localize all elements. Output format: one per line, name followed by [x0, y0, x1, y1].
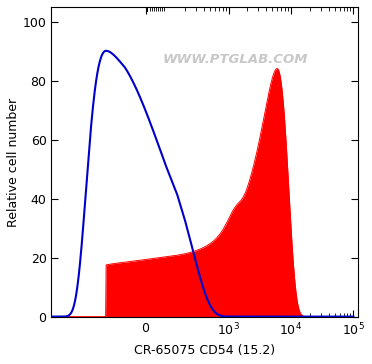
X-axis label: CR-65075 CD54 (15.2): CR-65075 CD54 (15.2)	[134, 344, 275, 357]
Text: WWW.PTGLAB.COM: WWW.PTGLAB.COM	[163, 53, 308, 66]
Y-axis label: Relative cell number: Relative cell number	[7, 98, 20, 226]
